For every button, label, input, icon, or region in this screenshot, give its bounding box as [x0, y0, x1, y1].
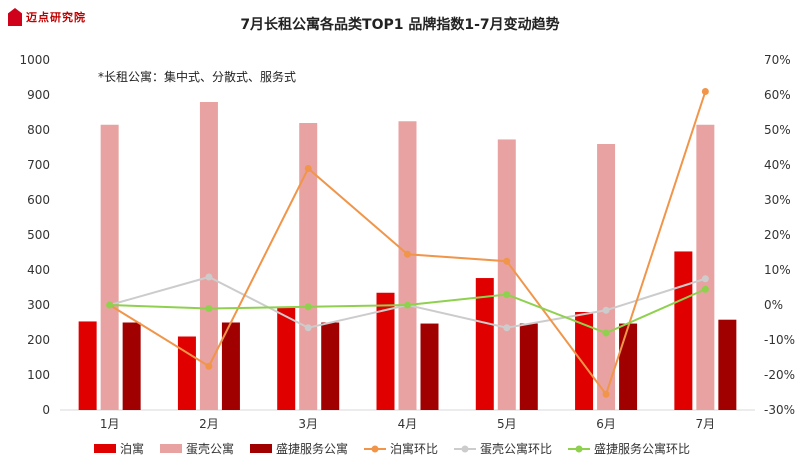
legend-label: 蛋壳公寓	[186, 441, 234, 456]
y-left-tick-label: 900	[27, 88, 50, 102]
bar-3	[420, 323, 439, 410]
logo-mark-icon	[8, 8, 22, 26]
point-2	[701, 275, 709, 283]
y-right-tick-label: 20%	[764, 228, 791, 242]
point-1	[404, 250, 411, 258]
y-left-tick-label: 600	[27, 193, 50, 207]
logo: 迈点研究院	[8, 8, 86, 26]
point-1	[602, 390, 610, 398]
bar-2	[696, 124, 715, 410]
legend-label: 蛋壳公寓环比	[480, 441, 552, 456]
y-left-tick-label: 200	[27, 333, 50, 347]
y-right-tick-label: 40%	[764, 158, 791, 172]
y-right-tick-label: 60%	[764, 88, 791, 102]
point-3	[106, 301, 114, 309]
point-1	[205, 362, 213, 370]
bar-3	[718, 319, 737, 410]
bar-2	[497, 139, 516, 410]
y-right-tick-label: -20%	[764, 368, 795, 382]
bar-2	[597, 144, 616, 410]
chart-title: 7月长租公寓各品类TOP1 品牌指数1-7月变动趋势	[240, 17, 560, 33]
legend-swatch	[94, 444, 116, 453]
point-2	[602, 306, 610, 314]
point-2	[304, 324, 312, 332]
bar-1	[277, 307, 296, 410]
x-tick-label: 4月	[398, 417, 418, 431]
x-tick-label: 3月	[298, 417, 318, 431]
bar-2	[398, 121, 417, 410]
legend-swatch-point	[461, 445, 469, 453]
y-left-tick-label: 700	[27, 158, 50, 172]
point-3	[205, 305, 213, 312]
y-right-tick-label: -30%	[764, 403, 795, 417]
y-left-tick-label: 0	[42, 403, 50, 417]
logo-text: 迈点研究院	[26, 11, 86, 24]
bar-1	[78, 321, 97, 410]
chart-note: *长租公寓：集中式、分散式、服务式	[98, 70, 297, 84]
bar-3	[122, 322, 141, 410]
y-left-tick-label: 500	[27, 228, 50, 242]
legend-label: 盛捷服务公寓	[276, 441, 348, 456]
legend-label: 泊寓	[120, 441, 144, 456]
bar-2	[100, 124, 119, 410]
y-right-tick-label: 30%	[764, 193, 791, 207]
legend-label: 盛捷服务公寓环比	[594, 441, 690, 456]
legend-swatch	[160, 444, 182, 453]
bar-1	[475, 278, 494, 410]
legend-swatch	[250, 444, 272, 453]
bar-3	[321, 322, 340, 410]
x-tick-label: 7月	[696, 417, 716, 431]
y-right-tick-label: 50%	[764, 123, 791, 137]
y-left-tick-label: 800	[27, 123, 50, 137]
y-left-tick-label: 400	[27, 263, 50, 277]
x-tick-label: 2月	[199, 417, 219, 431]
bar-1	[376, 292, 395, 410]
y-right-tick-label: -10%	[764, 333, 795, 347]
x-tick-label: 1月	[100, 417, 120, 431]
point-2	[503, 324, 511, 332]
x-tick-label: 5月	[497, 417, 517, 431]
point-1	[701, 88, 709, 95]
bar-3	[619, 323, 638, 410]
bar-1	[674, 251, 693, 410]
point-3	[304, 303, 312, 311]
point-1	[503, 257, 511, 265]
y-left-tick-label: 1000	[19, 53, 50, 67]
bar-2	[299, 123, 318, 410]
y-right-tick-label: 10%	[764, 263, 791, 277]
point-3	[404, 301, 411, 309]
y-right-tick-label: 70%	[764, 53, 791, 67]
y-left-tick-label: 100	[27, 368, 50, 382]
bar-1	[575, 312, 594, 410]
bar-3	[519, 323, 538, 410]
point-3	[701, 285, 709, 293]
point-1	[304, 165, 312, 172]
point-2	[205, 273, 213, 281]
point-3	[602, 329, 610, 337]
bar-1	[177, 336, 196, 410]
y-right-tick-label: 0%	[764, 298, 783, 312]
point-3	[503, 291, 511, 298]
x-tick-label: 6月	[596, 417, 616, 431]
legend-swatch-point	[575, 445, 583, 453]
legend-swatch-point	[371, 445, 379, 453]
bar-2	[199, 102, 218, 410]
legend-label: 泊寓环比	[390, 441, 438, 456]
bar-3	[221, 322, 240, 410]
y-left-tick-label: 300	[27, 298, 50, 312]
